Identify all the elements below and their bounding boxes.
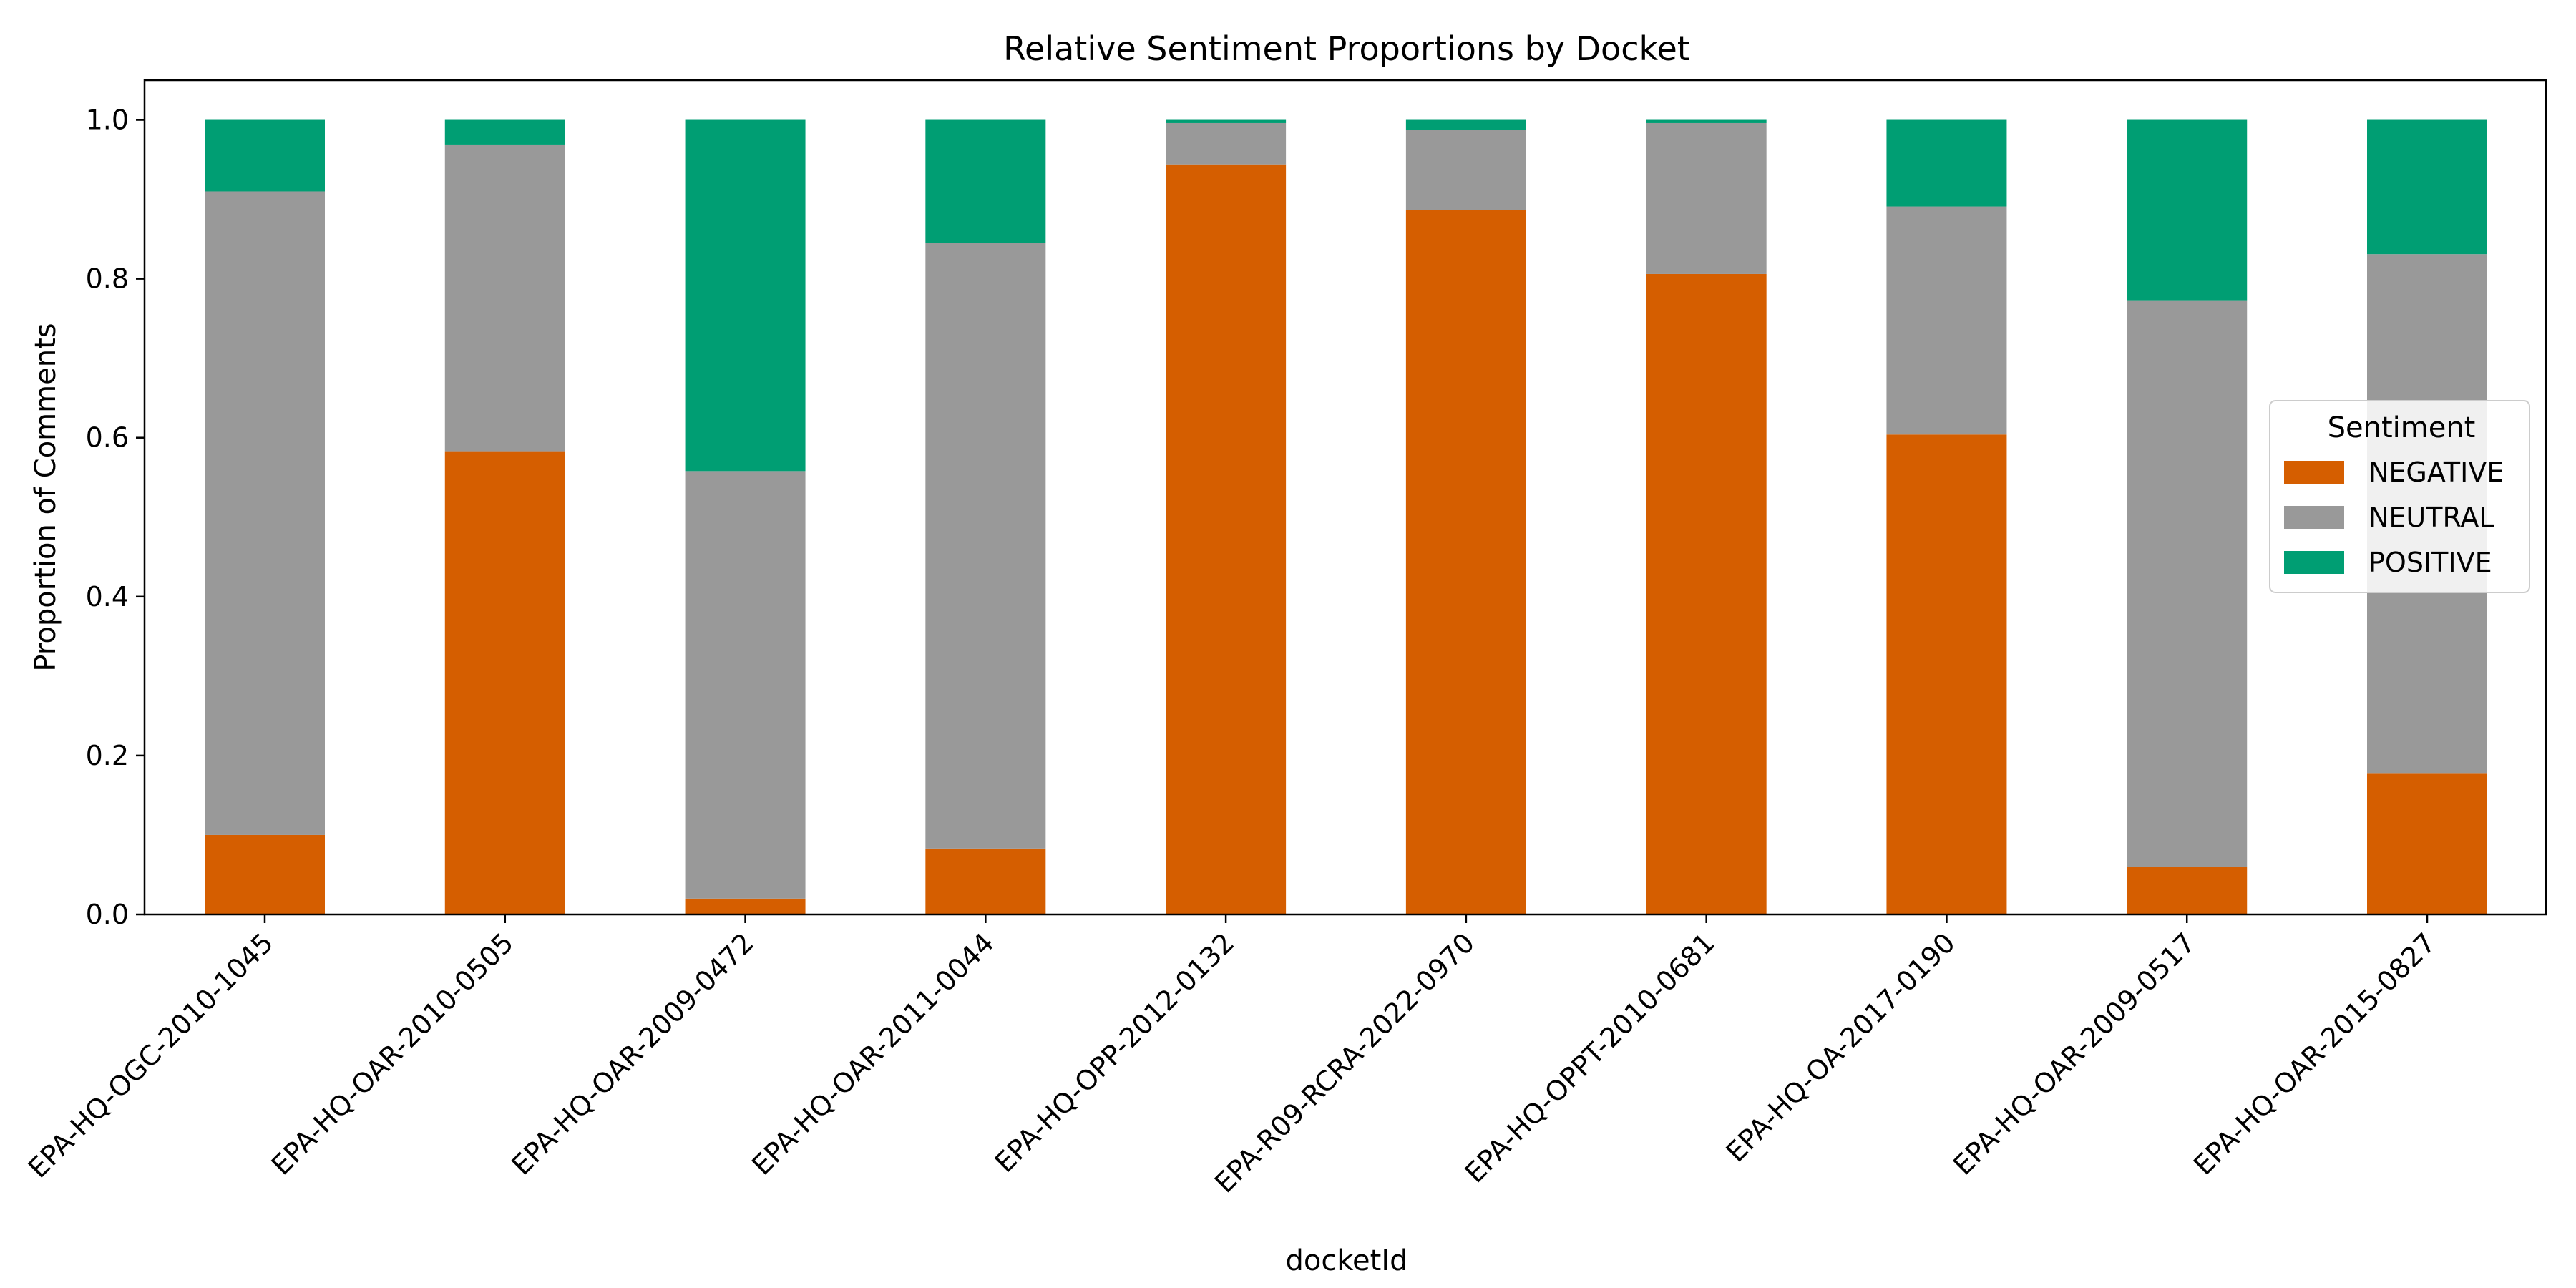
bar-segment-positive (2127, 119, 2248, 301)
x-tick-label: EPA-HQ-OAR-2011-0044 (746, 927, 1000, 1181)
legend-label-neutral: NEUTRAL (2368, 502, 2494, 533)
bar-segment-positive (2367, 119, 2487, 255)
x-axis: EPA-HQ-OGC-2010-1045EPA-HQ-OAR-2010-0505… (22, 914, 2441, 1199)
y-tick-label: 0.6 (86, 422, 129, 454)
bar-segment-positive (205, 119, 325, 192)
legend: Sentiment NEGATIVE NEUTRAL POSITIVE (2269, 400, 2530, 593)
bar-segment-negative (205, 834, 325, 914)
x-tick-label: EPA-HQ-OAR-2015-0827 (2187, 927, 2441, 1181)
x-axis-label: docketId (1285, 1244, 1407, 1277)
x-tick-label: EPA-HQ-OAR-2009-0472 (506, 927, 760, 1181)
bar-segment-negative (925, 848, 1046, 914)
legend-box (2269, 400, 2530, 593)
x-tick-label: EPA-HQ-OA-2017-0190 (1720, 927, 1961, 1168)
bar-segment-positive (444, 119, 565, 145)
bar-segment-negative (2127, 867, 2248, 914)
bars-layer (205, 119, 2487, 915)
bar-segment-negative (444, 451, 565, 914)
bar-segment-negative (2367, 773, 2487, 914)
bar-segment-neutral (685, 471, 806, 899)
legend-title: Sentiment (2328, 411, 2476, 444)
bar-segment-positive (925, 119, 1046, 243)
x-tick-label: EPA-HQ-OPPT-2010-0681 (1459, 927, 1721, 1189)
legend-swatch-negative (2284, 461, 2344, 484)
legend-swatch-neutral (2284, 506, 2344, 529)
bar-segment-negative (1405, 210, 1526, 914)
bar-segment-positive (1646, 119, 1767, 123)
x-tick-label: EPA-HQ-OAR-2009-0517 (1947, 927, 2201, 1181)
bar-segment-negative (1646, 273, 1767, 914)
bar-segment-positive (1886, 119, 2007, 207)
x-tick-label: EPA-HQ-OAR-2010-0505 (265, 927, 519, 1181)
plot-frame (143, 79, 2547, 916)
bar-segment-negative (1886, 434, 2007, 914)
y-tick-label: 0.0 (86, 899, 129, 930)
bar-segment-negative (685, 898, 806, 914)
y-tick-label: 1.0 (86, 104, 129, 136)
bar-segment-neutral (1646, 122, 1767, 274)
bar-segment-positive (1405, 119, 1526, 130)
x-tick-label: EPA-HQ-OPP-2012-0132 (989, 927, 1241, 1179)
legend-label-positive: POSITIVE (2368, 547, 2492, 578)
bar-segment-neutral (205, 191, 325, 835)
bar-segment-neutral (1886, 206, 2007, 435)
x-tick-label: EPA-R09-RCRA-2022-0970 (1209, 927, 1480, 1199)
x-tick-label: EPA-HQ-OGC-2010-1045 (22, 927, 279, 1184)
y-tick-label: 0.8 (86, 263, 129, 295)
y-axis-label: Proportion of Comments (29, 323, 62, 671)
y-axis: 0.0 0.2 0.4 0.6 0.8 1.0 (86, 104, 145, 930)
legend-items: NEGATIVE NEUTRAL POSITIVE (2284, 457, 2504, 578)
bar-segment-neutral (2127, 300, 2248, 867)
bar-segment-neutral (1405, 130, 1526, 210)
bar-segment-positive (1166, 119, 1287, 123)
bar-segment-neutral (1166, 122, 1287, 165)
y-tick-label: 0.4 (86, 581, 129, 613)
legend-swatch-positive (2284, 551, 2344, 574)
bar-segment-neutral (444, 144, 565, 452)
bar-segment-positive (685, 119, 806, 472)
legend-label-negative: NEGATIVE (2368, 457, 2504, 488)
bar-segment-neutral (925, 243, 1046, 849)
y-tick-label: 0.2 (86, 740, 129, 771)
chart-title: Relative Sentiment Proportions by Docket (1003, 29, 1690, 68)
bar-segment-negative (1166, 164, 1287, 915)
